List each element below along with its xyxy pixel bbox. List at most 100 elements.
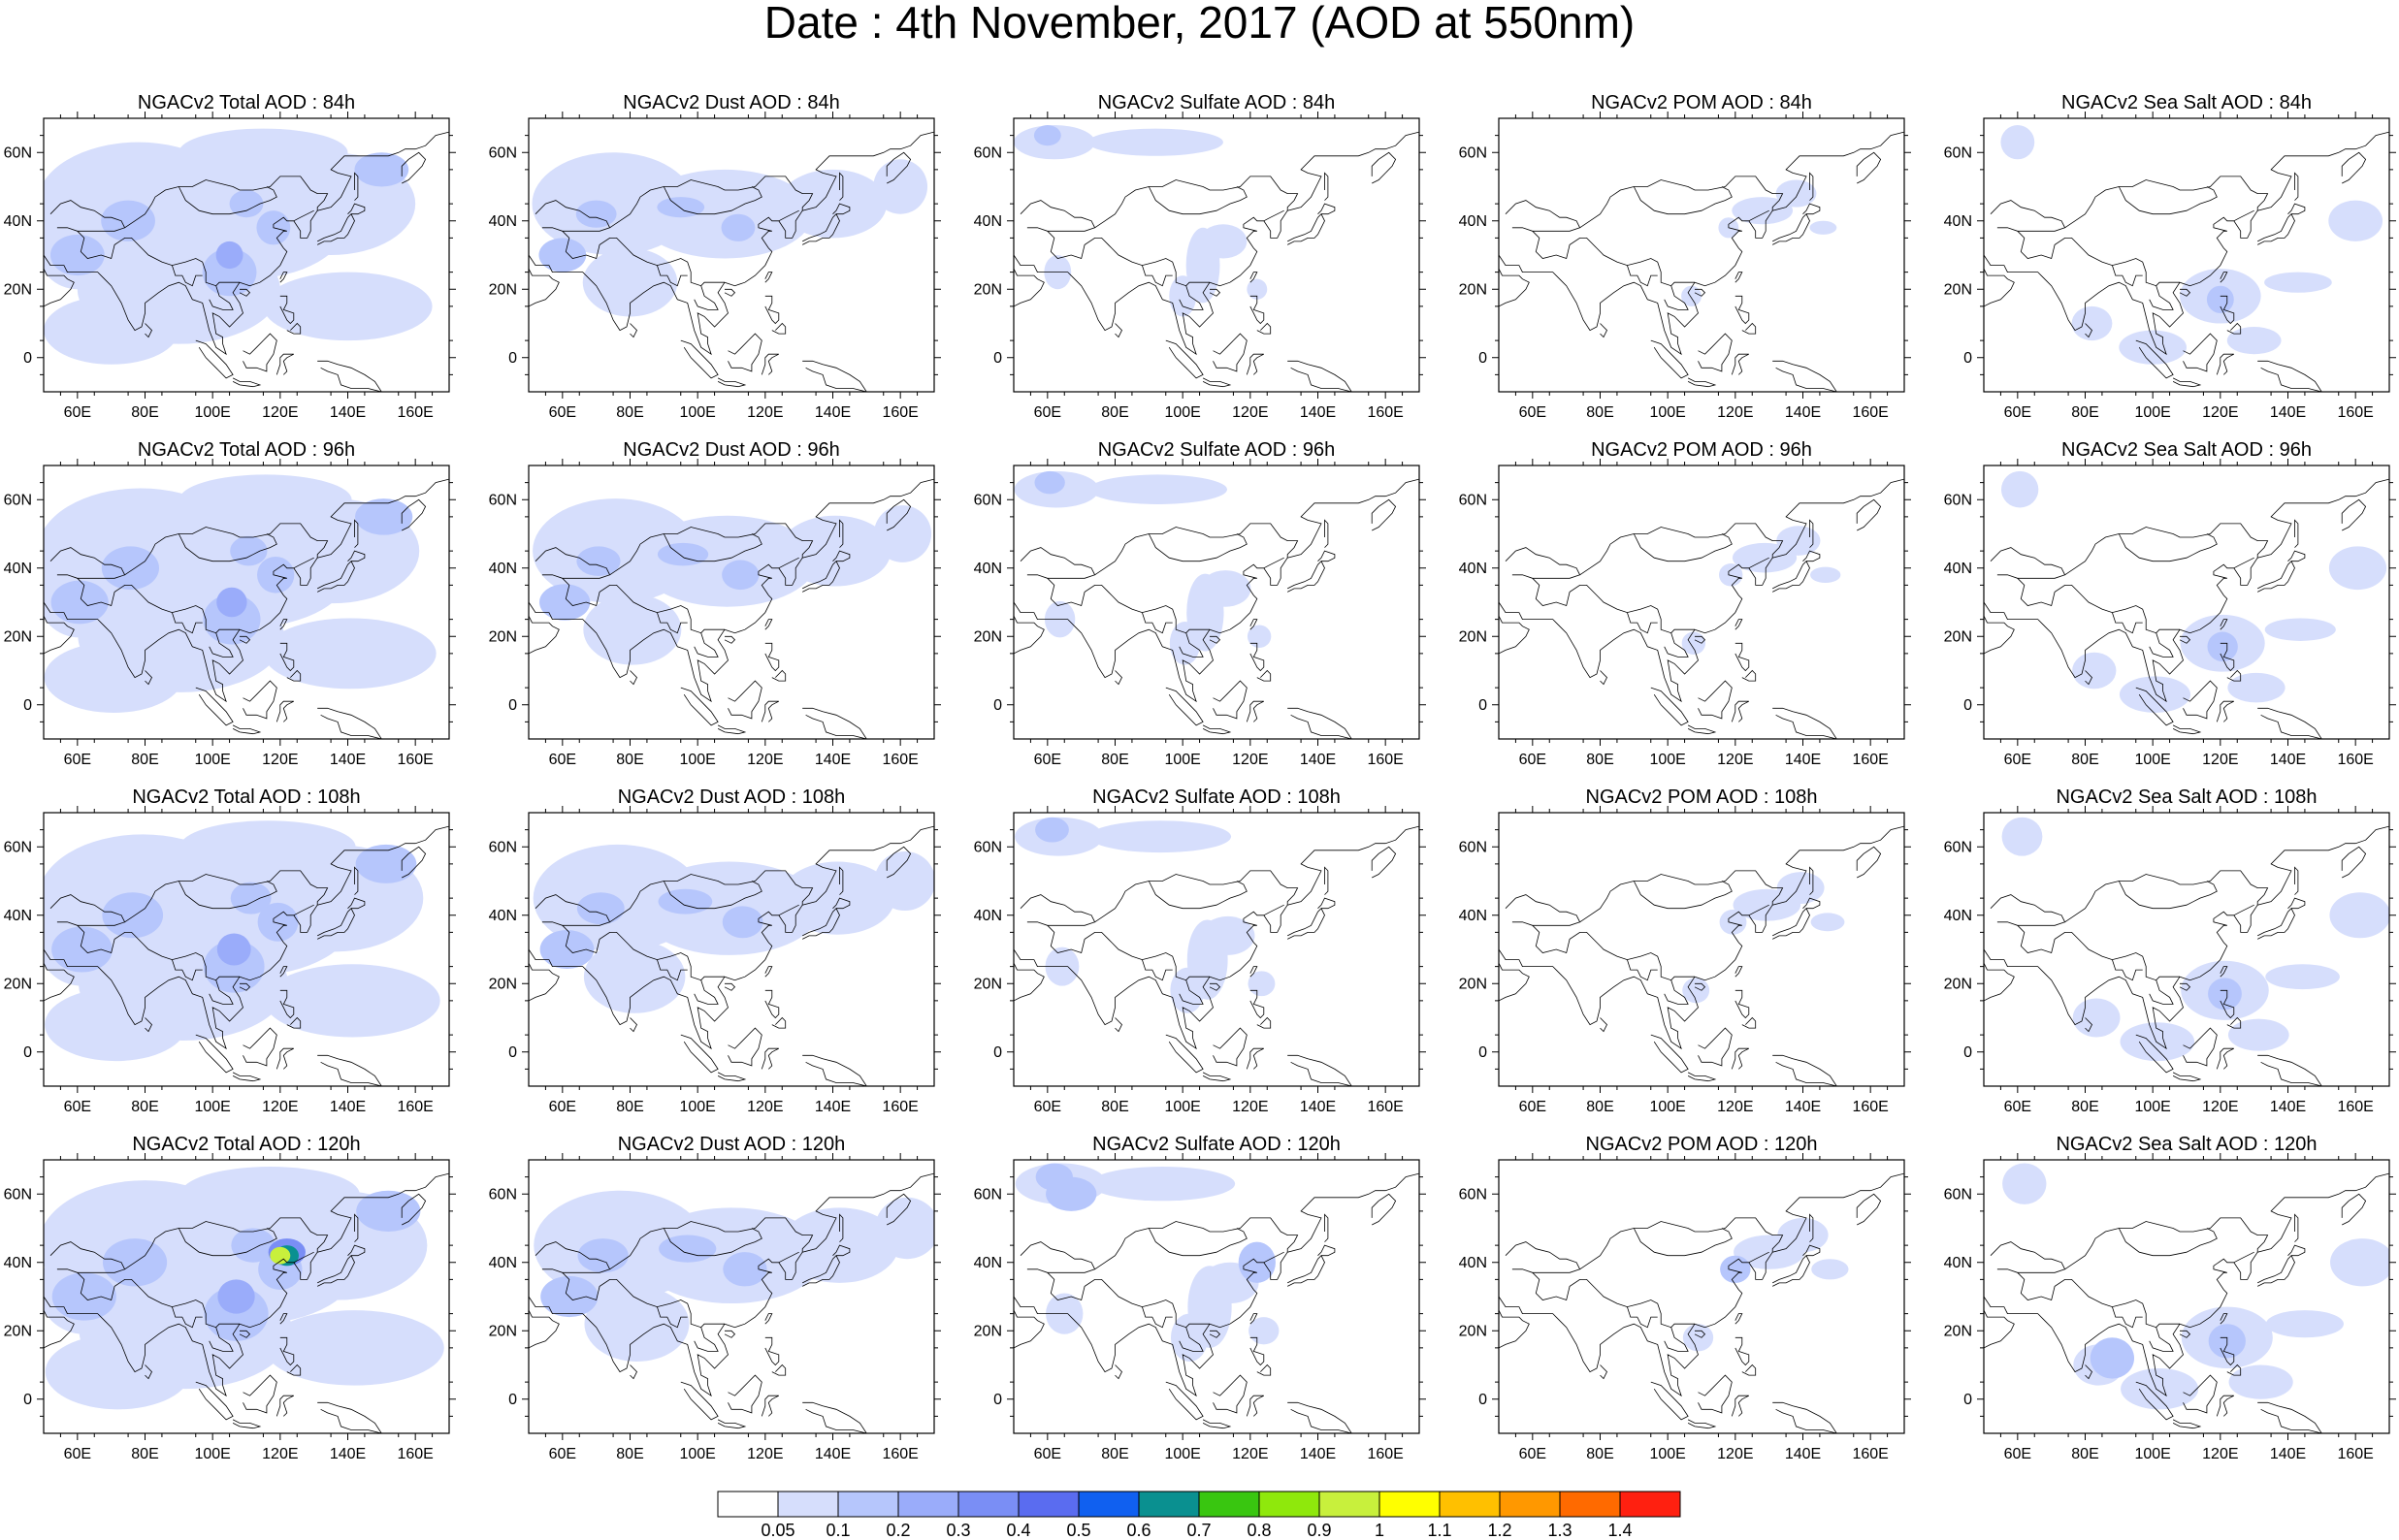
x-tick-label: 160E bbox=[1367, 1099, 1403, 1115]
aod-region bbox=[216, 933, 251, 966]
coastline bbox=[1213, 333, 1248, 372]
coastline bbox=[1142, 959, 1173, 981]
coastline bbox=[1687, 1419, 1717, 1429]
coastline bbox=[1094, 176, 1299, 229]
coastline bbox=[2257, 908, 2295, 940]
x-tick-label: 60E bbox=[549, 752, 576, 768]
panel-title: NGACv2 POM AOD : 96h bbox=[1591, 439, 1812, 461]
aod-region bbox=[2090, 1337, 2135, 1379]
coastline bbox=[2172, 1419, 2202, 1429]
coastline bbox=[286, 322, 302, 335]
coastline bbox=[680, 1381, 719, 1421]
coastline bbox=[771, 669, 787, 682]
coastline bbox=[680, 1034, 719, 1074]
panel-title: NGACv2 POM AOD : 84h bbox=[1591, 92, 1812, 113]
aod-region bbox=[178, 128, 348, 176]
x-tick-label: 120E bbox=[2202, 1446, 2238, 1462]
coastline bbox=[1650, 687, 1689, 726]
aod-region bbox=[1810, 566, 1841, 584]
coastline bbox=[317, 561, 355, 593]
aod-region bbox=[356, 1190, 421, 1233]
coastline bbox=[657, 265, 688, 287]
coastline bbox=[1856, 1193, 1882, 1226]
coastline bbox=[1664, 979, 1689, 1005]
coastline bbox=[195, 339, 234, 379]
coastline bbox=[279, 989, 295, 1019]
y-tick-label: 60N bbox=[4, 144, 32, 161]
x-tick-label: 80E bbox=[616, 1099, 643, 1115]
coastline bbox=[124, 1217, 329, 1270]
x-tick-label: 120E bbox=[2202, 404, 2238, 421]
coastline bbox=[1115, 1017, 1122, 1033]
x-tick-label: 100E bbox=[679, 752, 715, 768]
coastlines bbox=[529, 1172, 934, 1433]
y-tick-label: 40N bbox=[1459, 908, 1487, 924]
x-tick-label: 60E bbox=[2004, 752, 2031, 768]
coastline bbox=[1627, 959, 1658, 981]
aod-region bbox=[722, 560, 760, 591]
coastline bbox=[293, 209, 314, 222]
coastline bbox=[1246, 700, 1264, 722]
aod-region bbox=[44, 296, 179, 365]
coastline bbox=[1809, 866, 1814, 895]
aod-region bbox=[636, 169, 813, 259]
coastline bbox=[2085, 323, 2092, 338]
coastline bbox=[44, 602, 75, 664]
coastlines bbox=[1499, 131, 1904, 392]
coastline bbox=[764, 1313, 773, 1325]
coastline bbox=[1324, 866, 1329, 895]
panel-title: NGACv2 Sulfate AOD : 120h bbox=[1092, 1134, 1341, 1155]
x-tick-label: 80E bbox=[616, 752, 643, 768]
coastline bbox=[1499, 602, 1530, 664]
colorbar-swatch bbox=[1318, 1491, 1380, 1518]
coastline bbox=[239, 1330, 251, 1338]
coastline bbox=[195, 687, 234, 726]
coastline bbox=[2216, 1047, 2234, 1070]
coastline bbox=[1202, 724, 1232, 735]
aod-region bbox=[2072, 998, 2121, 1038]
coastline bbox=[1213, 1027, 1248, 1067]
coastline bbox=[1263, 904, 1284, 916]
coastline bbox=[232, 1072, 262, 1082]
x-tick-label: 60E bbox=[1519, 404, 1546, 421]
coastline bbox=[771, 1364, 787, 1376]
coastline bbox=[1246, 1047, 1264, 1070]
y-tick-label: 20N bbox=[1944, 281, 1972, 298]
coastline bbox=[761, 353, 779, 375]
coastline bbox=[2085, 1364, 2092, 1380]
y-tick-label: 40N bbox=[489, 561, 517, 577]
coastlines bbox=[1984, 478, 2389, 739]
coastline bbox=[243, 1027, 277, 1067]
coastline bbox=[2226, 1016, 2242, 1029]
coastline bbox=[172, 959, 203, 981]
coastline bbox=[1990, 894, 2066, 926]
coastline bbox=[2064, 523, 2269, 576]
coastline bbox=[1020, 894, 1096, 926]
coastline bbox=[178, 186, 277, 215]
coastline bbox=[771, 1016, 787, 1029]
coastline bbox=[2226, 1364, 2242, 1376]
coastline bbox=[839, 519, 844, 548]
coastlines bbox=[1014, 1172, 1419, 1433]
aod-region bbox=[1682, 1324, 1714, 1352]
aod-region bbox=[873, 159, 928, 214]
x-tick-label: 100E bbox=[679, 1446, 715, 1462]
aod-region bbox=[1200, 915, 1255, 955]
coastline bbox=[1731, 700, 1749, 722]
coastline bbox=[1324, 519, 1329, 548]
y-tick-label: 0 bbox=[23, 350, 32, 367]
coastline bbox=[1249, 1336, 1265, 1366]
x-tick-label: 60E bbox=[1519, 1099, 1546, 1115]
coastline bbox=[1698, 1027, 1733, 1067]
coastline bbox=[1984, 131, 2389, 356]
coastline bbox=[1148, 186, 1248, 215]
coastline bbox=[1627, 612, 1658, 634]
coastline bbox=[2226, 322, 2242, 335]
x-tick-label: 140E bbox=[2270, 1446, 2306, 1462]
coastline bbox=[2149, 979, 2174, 1005]
x-tick-label: 80E bbox=[2071, 404, 2098, 421]
coastline bbox=[354, 519, 359, 548]
coastline bbox=[2118, 1228, 2218, 1257]
x-tick-label: 100E bbox=[194, 1446, 230, 1462]
panel-title: NGACv2 Total AOD : 96h bbox=[138, 439, 355, 461]
